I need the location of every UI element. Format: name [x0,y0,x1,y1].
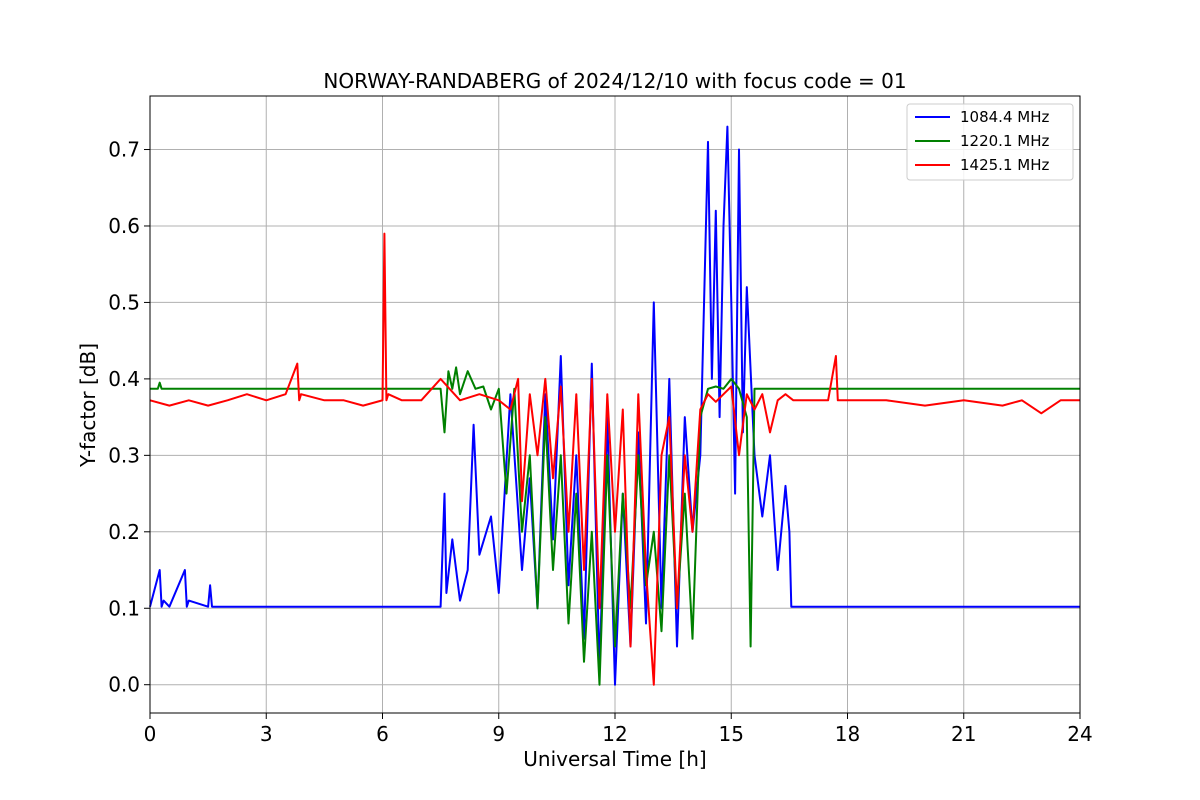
y-tick-label: 0.3 [108,443,140,467]
y-tick-label: 0.4 [108,367,140,391]
x-tick-label: 3 [260,722,273,746]
legend-box [906,103,1074,181]
x-tick-label: 24 [1067,722,1092,746]
series-line-3 [149,232,1080,686]
y-tick-label: 0.0 [108,673,140,697]
y-tick-label: 0.2 [108,520,140,544]
chart-title: NORWAY-RANDABERG of 2024/12/10 with focu… [323,69,906,93]
y-tick-label: 0.5 [108,290,140,314]
legend-label-3: 1425.1 MHz [960,156,1049,174]
x-axis-ticks: 0 3 6 9 12 15 18 21 24 [144,713,1093,746]
x-tick-label: 6 [376,722,389,746]
y-tick-label: 0.6 [108,214,140,238]
x-tick-label: 15 [719,722,744,746]
y-tick-label: 0.1 [108,596,140,620]
y-axis-ticks: 0.0 0.1 0.2 0.3 0.4 0.5 0.6 0.7 [108,138,150,697]
legend-label-1: 1084.4 MHz [960,108,1049,126]
x-tick-label: 9 [492,722,505,746]
x-axis-label: Universal Time [h] [523,747,706,771]
x-tick-label: 12 [602,722,627,746]
y-axis-label: Y-factor [dB] [76,343,100,468]
legend: 1084.4 MHz 1220.1 MHz 1425.1 MHz [906,103,1074,181]
legend-label-2: 1220.1 MHz [960,132,1049,150]
x-tick-label: 21 [951,722,976,746]
grid [149,96,1081,713]
x-tick-label: 0 [144,722,157,746]
y-tick-label: 0.7 [108,138,140,162]
series-line-2 [150,366,1080,686]
x-tick-label: 18 [835,722,860,746]
series-group [149,125,1080,686]
